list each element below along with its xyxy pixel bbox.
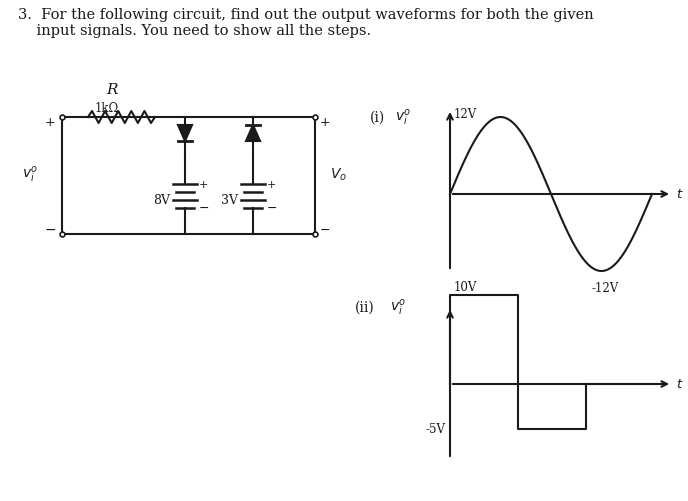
Text: −: − bbox=[320, 223, 330, 236]
Text: 3.  For the following circuit, find out the output waveforms for both the given: 3. For the following circuit, find out t… bbox=[18, 8, 594, 22]
Text: +: + bbox=[199, 179, 208, 189]
Text: (ii): (ii) bbox=[355, 301, 375, 314]
Text: 1kΩ: 1kΩ bbox=[95, 101, 119, 114]
Text: 10V: 10V bbox=[454, 280, 477, 293]
Text: $v_i^o$: $v_i^o$ bbox=[22, 165, 39, 185]
Text: $t$: $t$ bbox=[676, 188, 684, 201]
Text: +: + bbox=[267, 179, 277, 189]
Polygon shape bbox=[246, 126, 260, 142]
Text: $V_o$: $V_o$ bbox=[330, 166, 347, 183]
Text: −: − bbox=[267, 201, 277, 214]
Text: $t$: $t$ bbox=[676, 378, 684, 391]
Text: +: + bbox=[45, 115, 55, 128]
Text: $v_i^o$: $v_i^o$ bbox=[395, 108, 411, 128]
Text: 12V: 12V bbox=[454, 108, 477, 121]
Text: −: − bbox=[199, 201, 210, 214]
Text: 3V: 3V bbox=[221, 193, 238, 206]
Text: input signals. You need to show all the steps.: input signals. You need to show all the … bbox=[18, 24, 371, 38]
Text: R: R bbox=[106, 83, 118, 97]
Text: -5V: -5V bbox=[425, 422, 445, 435]
Text: −: − bbox=[44, 222, 56, 236]
Text: -12V: -12V bbox=[592, 282, 619, 295]
Text: 8V: 8V bbox=[153, 193, 170, 206]
Text: +: + bbox=[320, 116, 331, 129]
Text: $v_i^o$: $v_i^o$ bbox=[390, 298, 407, 317]
Text: (i): (i) bbox=[370, 111, 385, 125]
Polygon shape bbox=[178, 126, 192, 142]
